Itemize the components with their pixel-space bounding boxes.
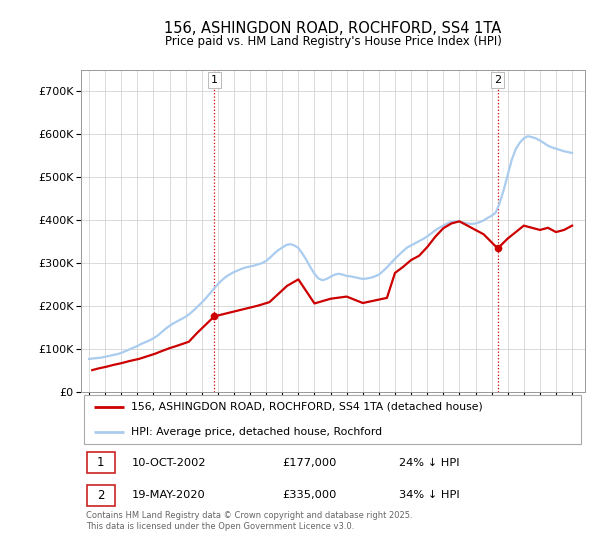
- Text: 24% ↓ HPI: 24% ↓ HPI: [398, 458, 459, 468]
- Text: 2: 2: [97, 489, 104, 502]
- Text: 1: 1: [97, 456, 104, 469]
- FancyBboxPatch shape: [87, 452, 115, 473]
- Text: £177,000: £177,000: [283, 458, 337, 468]
- Text: 34% ↓ HPI: 34% ↓ HPI: [398, 490, 459, 500]
- FancyBboxPatch shape: [87, 485, 115, 506]
- Text: 156, ASHINGDON ROAD, ROCHFORD, SS4 1TA: 156, ASHINGDON ROAD, ROCHFORD, SS4 1TA: [164, 21, 502, 36]
- Text: £335,000: £335,000: [283, 490, 337, 500]
- Text: 1: 1: [211, 75, 218, 85]
- Text: 10-OCT-2002: 10-OCT-2002: [131, 458, 206, 468]
- Text: 156, ASHINGDON ROAD, ROCHFORD, SS4 1TA (detached house): 156, ASHINGDON ROAD, ROCHFORD, SS4 1TA (…: [131, 402, 483, 412]
- FancyBboxPatch shape: [83, 395, 581, 444]
- Text: 2: 2: [494, 75, 501, 85]
- Text: 19-MAY-2020: 19-MAY-2020: [131, 490, 205, 500]
- Text: HPI: Average price, detached house, Rochford: HPI: Average price, detached house, Roch…: [131, 427, 383, 437]
- Text: Contains HM Land Registry data © Crown copyright and database right 2025.
This d: Contains HM Land Registry data © Crown c…: [86, 511, 413, 531]
- Text: Price paid vs. HM Land Registry's House Price Index (HPI): Price paid vs. HM Land Registry's House …: [164, 35, 502, 48]
